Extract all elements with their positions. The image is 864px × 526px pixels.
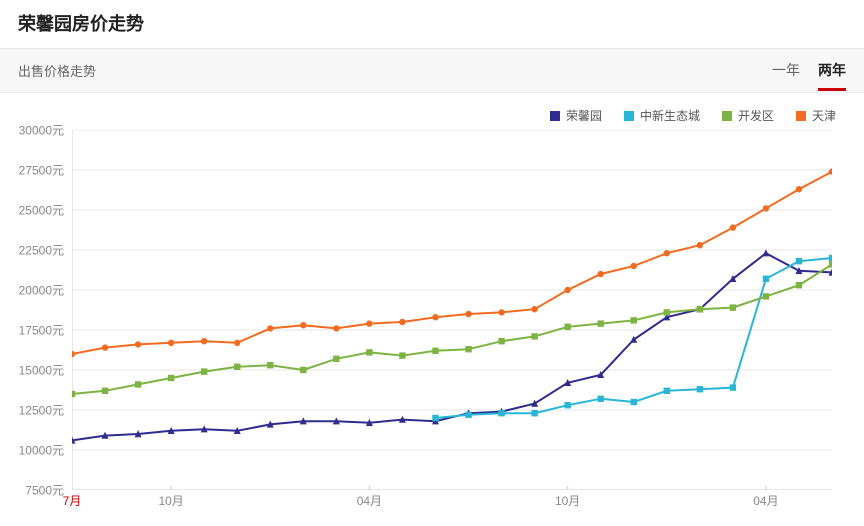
series-marker: [135, 381, 141, 387]
chart-area: 30000元27500元25000元22500元20000元17500元1500…: [0, 130, 864, 490]
series-marker: [730, 224, 736, 230]
legend-label: 中新生态城: [640, 107, 700, 124]
series-marker: [432, 415, 438, 421]
series-marker: [631, 317, 637, 323]
series-marker: [102, 344, 108, 350]
series-marker: [234, 340, 240, 346]
series-marker: [168, 340, 174, 346]
series-marker: [597, 271, 603, 277]
series-marker: [531, 306, 537, 312]
legend-label: 天津: [812, 107, 836, 124]
y-tick-label: 10000元: [19, 442, 64, 459]
x-tick-label: 10月: [555, 492, 580, 509]
series-marker: [399, 352, 405, 358]
series-marker: [564, 287, 570, 293]
y-tick-label: 20000元: [19, 282, 64, 299]
series-marker: [498, 338, 504, 344]
series-marker: [267, 362, 273, 368]
series-marker: [300, 322, 306, 328]
tabs-row: 出售价格走势 一年两年: [0, 49, 864, 93]
series-marker: [366, 320, 372, 326]
series-marker: [597, 320, 603, 326]
series-marker: [465, 412, 471, 418]
series-marker: [234, 364, 240, 370]
series-marker: [796, 258, 802, 264]
series-marker: [697, 386, 703, 392]
x-tick-label: 04月: [357, 492, 382, 509]
series-marker: [664, 309, 670, 315]
series-marker: [300, 367, 306, 373]
series-marker: [201, 338, 207, 344]
series-marker: [135, 341, 141, 347]
range-tab-one-year[interactable]: 一年: [772, 50, 800, 91]
page-title: 荣馨园房价走势: [18, 10, 846, 36]
series-marker: [631, 263, 637, 269]
series-marker: [664, 250, 670, 256]
series-marker: [399, 319, 405, 325]
series-marker: [631, 399, 637, 405]
series-marker: [564, 402, 570, 408]
y-tick-label: 30000元: [19, 122, 64, 139]
legend-item[interactable]: 开发区: [722, 107, 774, 124]
series-marker: [796, 282, 802, 288]
series-marker: [201, 368, 207, 374]
series-marker: [697, 242, 703, 248]
y-tick-label: 12500元: [19, 402, 64, 419]
series-marker: [366, 349, 372, 355]
series-marker: [498, 309, 504, 315]
series-marker: [333, 325, 339, 331]
legend-item[interactable]: 中新生态城: [624, 107, 700, 124]
series-marker: [168, 375, 174, 381]
series-marker: [730, 384, 736, 390]
y-axis-ticks: 30000元27500元25000元22500元20000元17500元1500…: [0, 130, 70, 490]
x-tick-label: 04月: [753, 492, 778, 509]
y-tick-label: 7500元: [25, 482, 64, 499]
x-tick-label: 7月: [63, 492, 82, 509]
series-marker: [333, 356, 339, 362]
series-marker: [564, 324, 570, 330]
y-tick-label: 27500元: [19, 162, 64, 179]
range-tab-two-year[interactable]: 两年: [818, 50, 846, 91]
series-marker: [829, 255, 832, 261]
series-marker: [531, 333, 537, 339]
series-marker: [465, 346, 471, 352]
legend-swatch-icon: [722, 111, 732, 121]
series-marker: [267, 325, 273, 331]
legend-swatch-icon: [624, 111, 634, 121]
legend-label: 荣馨园: [566, 107, 602, 124]
legend-label: 开发区: [738, 107, 774, 124]
legend-swatch-icon: [796, 111, 806, 121]
series-marker: [763, 293, 769, 299]
series-marker: [465, 311, 471, 317]
series-marker: [432, 348, 438, 354]
legend-swatch-icon: [550, 111, 560, 121]
y-tick-label: 17500元: [19, 322, 64, 339]
y-tick-label: 15000元: [19, 362, 64, 379]
series-marker: [763, 276, 769, 282]
series-marker: [102, 388, 108, 394]
series-marker: [664, 388, 670, 394]
x-tick-label: 10月: [158, 492, 183, 509]
series-marker: [763, 205, 769, 211]
subtab-sale-trend[interactable]: 出售价格走势: [18, 61, 96, 80]
y-tick-label: 22500元: [19, 242, 64, 259]
series-marker: [829, 261, 832, 267]
legend-item[interactable]: 荣馨园: [550, 107, 602, 124]
series-marker: [498, 410, 504, 416]
legend: 荣馨园 中新生态城 开发区 天津: [0, 93, 864, 130]
legend-item[interactable]: 天津: [796, 107, 836, 124]
y-tick-label: 25000元: [19, 202, 64, 219]
range-tabs: 一年两年: [772, 50, 846, 91]
line-chart-svg: [72, 130, 832, 490]
series-marker: [72, 391, 75, 397]
series-marker: [597, 396, 603, 402]
series-marker: [531, 410, 537, 416]
series-marker: [697, 306, 703, 312]
series-marker: [796, 186, 802, 192]
x-axis-ticks: 7月10月04月10月04月: [72, 490, 832, 510]
series-marker: [730, 304, 736, 310]
series-marker: [432, 314, 438, 320]
